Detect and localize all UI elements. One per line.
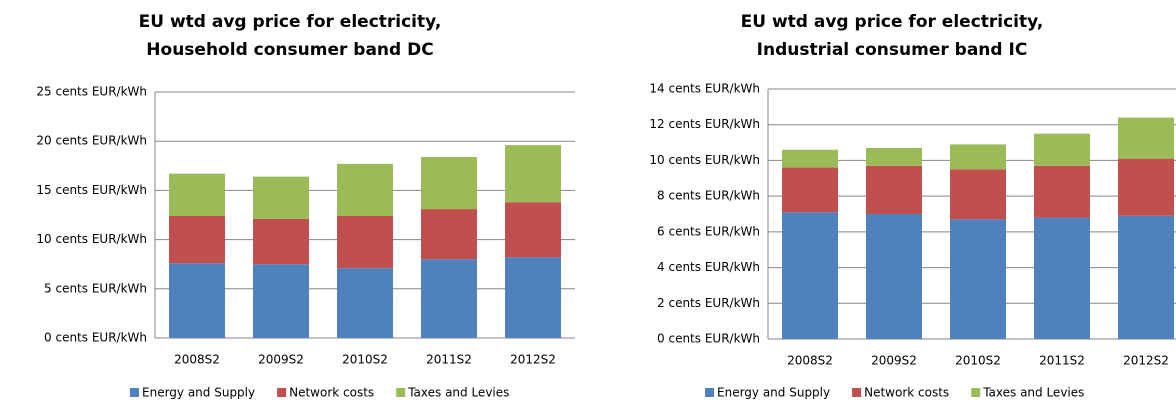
y-tick-label: 10 cents EUR/kWh (649, 153, 760, 167)
y-tick-label: 10 cents EUR/kWh (36, 232, 147, 246)
legend-label: Network costs (289, 386, 374, 400)
x-tick-label: 2008S2 (787, 354, 833, 368)
y-tick-label: 20 cents EUR/kWh (36, 134, 147, 148)
bar-segment (1034, 217, 1090, 339)
bar-segment (253, 176, 309, 219)
x-tick-label: 2011S2 (1039, 354, 1085, 368)
y-tick-label: 5 cents EUR/kWh (44, 281, 147, 295)
bar-segment (782, 212, 838, 339)
bar-segment (253, 264, 309, 338)
y-tick-label: 12 cents EUR/kWh (649, 117, 760, 131)
y-tick-label: 4 cents EUR/kWh (657, 260, 760, 274)
legend-label: Network costs (864, 386, 949, 400)
bar-segment (253, 218, 309, 265)
bar-segment (1034, 133, 1090, 166)
bar-segment (505, 145, 561, 203)
bar-segment (337, 268, 393, 338)
bar-segment (505, 257, 561, 338)
bar-segment (337, 215, 393, 269)
legend-label: Energy and Supply (717, 386, 830, 400)
y-tick-label: 6 cents EUR/kWh (657, 224, 760, 238)
legend-swatch (396, 388, 406, 397)
bar-segment (337, 163, 393, 216)
chart-title: EU wtd avg price for electricity, (139, 12, 442, 32)
bar-segment (1118, 215, 1174, 339)
legend-swatch (705, 388, 714, 397)
bar-segment (866, 165, 922, 214)
x-tick-label: 2011S2 (426, 353, 472, 367)
x-tick-label: 2010S2 (955, 354, 1001, 368)
x-tick-label: 2012S2 (510, 353, 556, 367)
x-tick-label: 2010S2 (342, 353, 388, 367)
y-tick-label: 0 cents EUR/kWh (44, 331, 147, 345)
y-tick-label: 8 cents EUR/kWh (657, 189, 760, 203)
bar-segment (782, 149, 838, 168)
legend-label: Energy and Supply (142, 386, 255, 400)
bar-segment (950, 219, 1006, 339)
bar-segment (1034, 165, 1090, 218)
bar-segment (1118, 158, 1174, 216)
x-tick-label: 2009S2 (258, 353, 304, 367)
legend-swatch (130, 388, 139, 397)
bar-segment (421, 209, 477, 260)
x-tick-label: 2008S2 (174, 353, 220, 367)
bar-segment (866, 214, 922, 339)
legend-swatch (852, 388, 862, 397)
bar-segment (421, 156, 477, 210)
y-tick-label: 14 cents EUR/kWh (649, 82, 760, 96)
chart-title: Household consumer band DC (146, 40, 433, 60)
x-tick-label: 2012S2 (1123, 354, 1169, 368)
legend-swatch (277, 388, 287, 397)
bar-segment (169, 173, 225, 216)
bar-segment (505, 202, 561, 258)
y-tick-label: 2 cents EUR/kWh (657, 296, 760, 310)
bar-segment (866, 147, 922, 166)
bar-segment (421, 259, 477, 338)
legend-swatch (971, 388, 981, 397)
bar-segment (950, 144, 1006, 170)
y-tick-label: 15 cents EUR/kWh (36, 183, 147, 197)
bar-segment (169, 215, 225, 264)
chart-title: EU wtd avg price for electricity, (741, 12, 1044, 32)
x-tick-label: 2009S2 (871, 354, 917, 368)
chart-title: Industrial consumer band IC (757, 40, 1028, 60)
bar-segment (169, 263, 225, 338)
bar-segment (1118, 117, 1174, 159)
bar-segment (782, 167, 838, 213)
bar-segment (950, 169, 1006, 220)
legend-label: Taxes and Levies (982, 386, 1084, 400)
y-tick-label: 25 cents EUR/kWh (36, 85, 147, 99)
legend-label: Taxes and Levies (407, 386, 509, 400)
y-tick-label: 0 cents EUR/kWh (657, 332, 760, 346)
